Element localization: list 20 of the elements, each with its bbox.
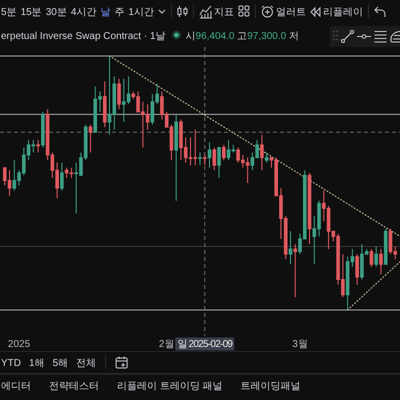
annotation: 전략테스터 — [49, 381, 99, 392]
annotation: 트레이딩패널 — [240, 381, 301, 392]
annotation: 15분 — [20, 7, 42, 18]
annotation: 지표 — [214, 7, 234, 18]
annotation: 5분 — [1, 7, 17, 18]
annotation: 1시간 — [128, 7, 154, 18]
annotation: 1해 — [29, 358, 45, 369]
annotation: YTD — [1, 358, 21, 369]
annotation: 날 — [100, 7, 110, 18]
annotation: 5해 — [52, 358, 68, 369]
annotation: 에디터 — [1, 381, 31, 392]
annotation: 30분 — [46, 7, 67, 18]
annotation: 리플레이 트레이딩 패널 — [117, 381, 223, 392]
annotation: 전체 — [76, 358, 96, 369]
title: erpetual Inverse Swap Contract · 1날 — [1, 31, 166, 42]
annotation: 주 — [114, 7, 124, 18]
annotation: 시96,404.0 고97,300.0 저 — [186, 31, 299, 42]
annotation: 리플레이 — [322, 7, 363, 18]
annotation: 4시간 — [70, 7, 96, 18]
annotation: 얼러트 — [276, 7, 306, 18]
